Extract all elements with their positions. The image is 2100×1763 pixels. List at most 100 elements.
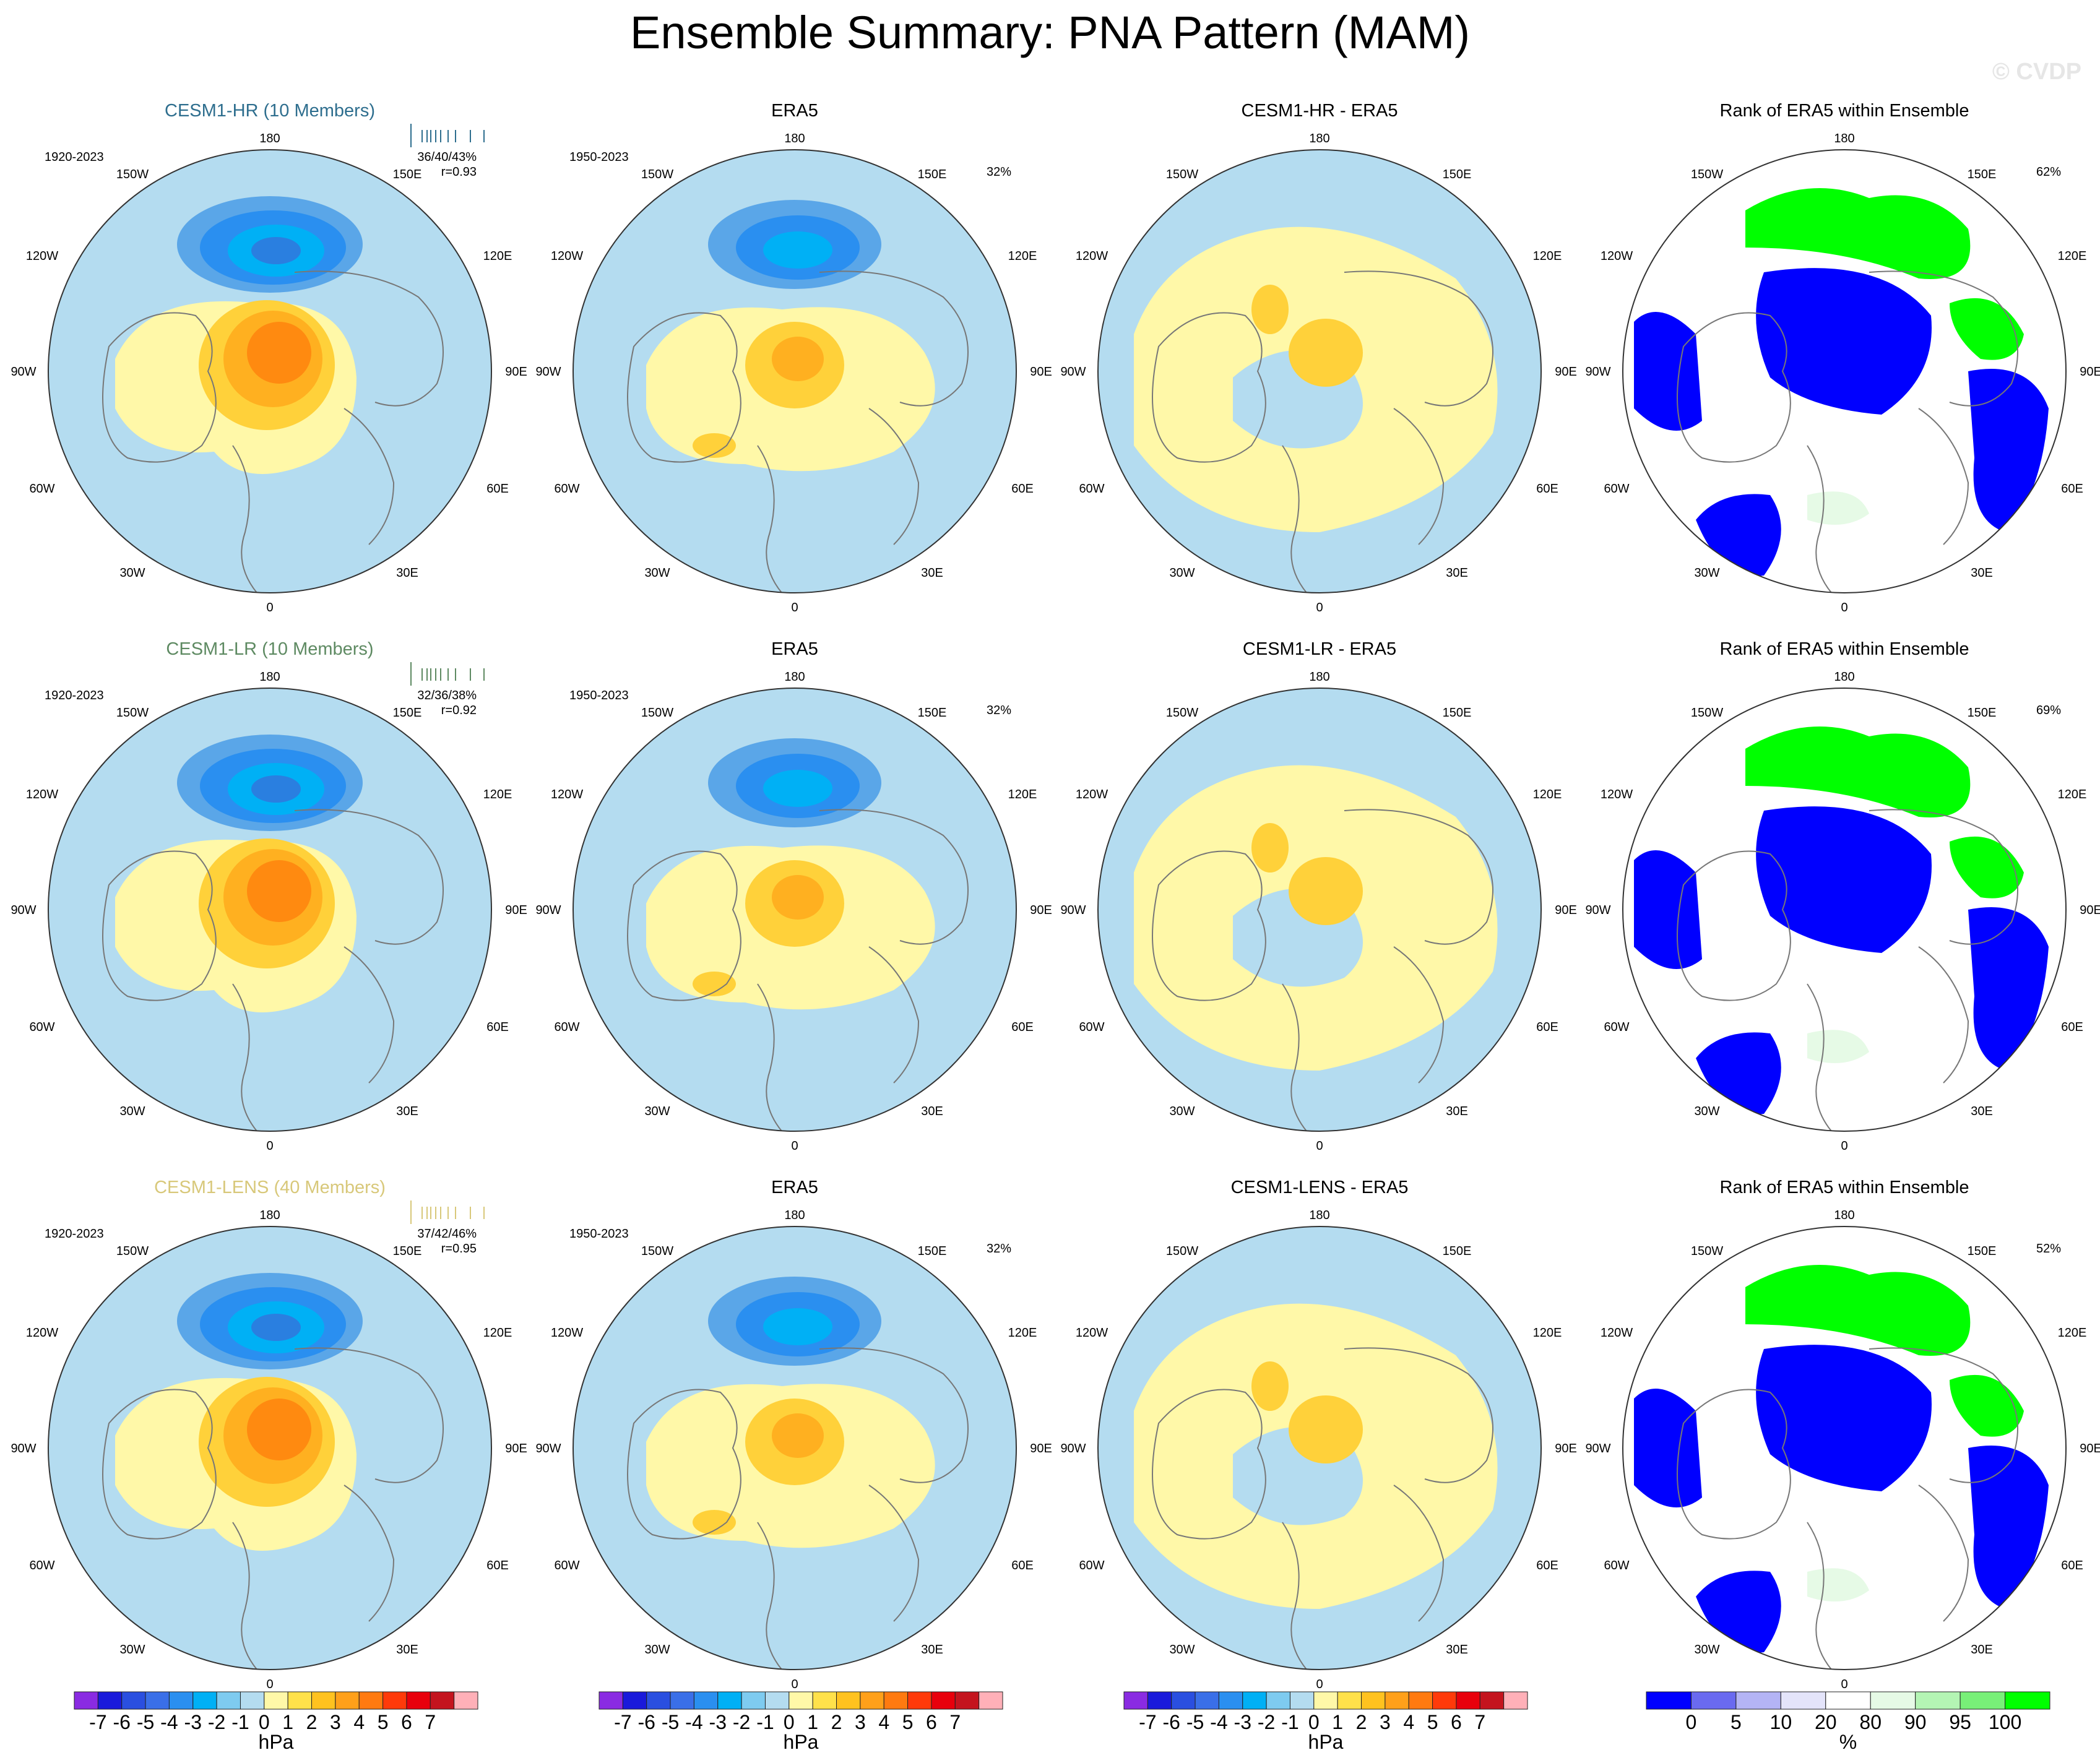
lon-label-bottom: 0 — [791, 1139, 798, 1153]
colorbar-tick-label: -3 — [1234, 1711, 1251, 1733]
lon-label-right: 90E — [1030, 1442, 1052, 1455]
lon-label-right: 90E — [505, 903, 527, 917]
map-border — [573, 688, 1017, 1132]
colorbar-tick-label: -2 — [208, 1711, 225, 1733]
colorbar-tick-label: 90 — [1904, 1711, 1927, 1733]
lon-label-upper_right: 120E — [1008, 1326, 1037, 1340]
contour-region — [1968, 369, 2049, 532]
contour-region — [1745, 1265, 1971, 1356]
contour-region — [251, 1314, 301, 1341]
lon-label-top_right: 150E — [393, 168, 422, 181]
panel-title: Rank of ERA5 within Ensemble — [1720, 101, 1969, 121]
lon-label-upper_left: 120W — [1601, 1326, 1633, 1340]
lon-label-top: 180 — [1309, 1209, 1329, 1222]
lon-label-right: 90E — [505, 365, 527, 379]
map-field — [573, 688, 1016, 1131]
lon-label-left: 90W — [1060, 365, 1086, 379]
colorbar-unit-label: hPa — [784, 1731, 819, 1753]
lon-label-bottom: 0 — [266, 601, 273, 614]
colorbar-tick-label: -6 — [637, 1711, 655, 1733]
colorbar-tick-label: 0 — [1686, 1711, 1697, 1733]
coastlines — [1677, 1347, 2018, 1670]
colorbar-swatch — [1646, 1691, 1692, 1710]
colorbar-swatch — [121, 1691, 146, 1710]
map-field — [573, 1226, 1016, 1670]
lon-label-bottom_right: 30E — [921, 1105, 943, 1118]
colorbar-tick-label: 2 — [831, 1711, 842, 1733]
contour-region — [763, 231, 832, 269]
panel-rank-row1: Rank of ERA5 within Ensemble 62% 180 0 150W 1… — [1585, 99, 2100, 637]
lon-label-lower_right: 60E — [1536, 482, 1558, 496]
lon-label-upper_left: 120W — [1601, 249, 1633, 263]
colorbar-swatch — [812, 1691, 837, 1710]
colorbar-tick-label: 2 — [306, 1711, 318, 1733]
lon-label-left: 90W — [535, 365, 561, 379]
lon-label-lower_right: 60E — [2061, 1020, 2083, 1034]
colorbar-swatch — [1432, 1691, 1457, 1710]
lon-label-top_right: 150E — [918, 706, 947, 720]
lon-label-top_right: 150E — [1968, 1244, 1997, 1258]
contour-region — [251, 775, 301, 803]
lon-label-left: 90W — [11, 903, 36, 917]
colorbar-swatch — [192, 1691, 217, 1710]
lon-label-bottom_left: 30W — [644, 1105, 670, 1118]
contour-region — [1950, 298, 2024, 360]
contour-region — [1289, 857, 1363, 925]
colorbar-swatch — [1825, 1691, 1871, 1710]
colorbar-tick-label: 7 — [1474, 1711, 1485, 1733]
coastlines — [102, 1347, 444, 1670]
lon-label-bottom_right: 30E — [921, 566, 943, 580]
colorbar-unit-label: hPa — [1308, 1731, 1344, 1753]
colorbar-swatch — [1361, 1691, 1386, 1710]
coastlines — [1677, 270, 2018, 593]
colorbar-tick-label: 2 — [1356, 1711, 1367, 1733]
explained-variance-label: 32% — [987, 1242, 1011, 1256]
contour-region — [247, 322, 311, 384]
colorbar-swatch — [860, 1691, 884, 1710]
colorbar-hpa-1: -7 -6 -5 -4 -3 -2 -1 0 1 2 3 4 5 6 7 hPa — [68, 1691, 484, 1763]
colorbar-swatch — [168, 1691, 194, 1710]
contour-region — [1756, 1345, 1932, 1491]
colorbar-tick-label: 20 — [1815, 1711, 1837, 1733]
contour-region — [763, 770, 832, 807]
colorbar-tick-label: -4 — [160, 1711, 178, 1733]
colorbar-swatch — [430, 1691, 455, 1710]
lon-label-lower_left: 60W — [1604, 1559, 1629, 1572]
contour-region — [763, 1308, 832, 1345]
colorbar-swatch — [1147, 1691, 1172, 1710]
panel-title: Rank of ERA5 within Ensemble — [1720, 639, 1969, 659]
contour-region — [693, 972, 736, 996]
map-border — [1622, 688, 2067, 1132]
panel-diff-row2: CESM1-LR - ERA5 180 0 150W 150E 120W 120E 90W 90… — [1060, 637, 1599, 1176]
coastlines — [1152, 270, 1493, 593]
period-label: 1950-2023 — [569, 150, 629, 164]
lon-label-upper_right: 120E — [2058, 788, 2087, 801]
colorbar-tick-label: -1 — [231, 1711, 249, 1733]
contour-region — [1968, 1446, 2049, 1609]
lon-label-top_left: 150W — [641, 706, 673, 720]
lon-label-bottom_right: 30E — [1971, 1643, 1993, 1657]
colorbar-swatch — [931, 1691, 956, 1710]
explained-variance-label: 32% — [987, 165, 1011, 179]
lon-label-lower_right: 60E — [2061, 482, 2083, 496]
lon-label-upper_left: 120W — [551, 788, 583, 801]
variance-stats-label: 37/42/46% — [417, 1227, 477, 1241]
panel-diff-row3: CESM1-LENS - ERA5 180 0 150W 150E 120W 120E 90W… — [1060, 1176, 1599, 1714]
colorbar-swatch — [1289, 1691, 1315, 1710]
lon-label-left: 90W — [1060, 903, 1086, 917]
contour-region — [693, 433, 736, 458]
lon-label-top_left: 150W — [116, 1244, 149, 1258]
lon-label-top_left: 150W — [1166, 168, 1198, 181]
lon-label-lower_left: 60W — [554, 482, 579, 496]
lon-label-lower_left: 60W — [1079, 1020, 1104, 1034]
colorbar-swatch — [883, 1691, 909, 1710]
period-label: 1950-2023 — [569, 689, 629, 702]
lon-label-bottom: 0 — [1841, 1139, 1847, 1153]
map-border — [573, 1226, 1017, 1670]
lon-label-bottom: 0 — [1841, 1678, 1847, 1691]
colorbar-tick-label: 7 — [425, 1711, 436, 1733]
explained-variance-label: 52% — [2036, 1242, 2061, 1256]
lon-label-left: 90W — [1060, 1442, 1086, 1455]
coastlines — [1677, 809, 2018, 1131]
lon-label-left: 90W — [535, 903, 561, 917]
